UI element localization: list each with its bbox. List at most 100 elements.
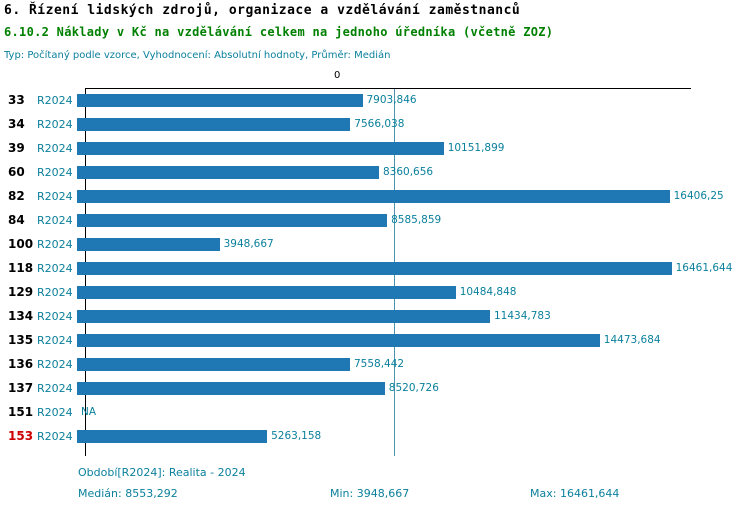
series-label: R2024 [37,141,73,155]
chart-row: 129 R2024 10484,848 [0,280,750,304]
bar-area: 7903,846 [77,88,750,112]
series-label: R2024 [37,261,73,275]
chart-row: 100 R2024 3948,667 [0,232,750,256]
value-label: 7558,442 [354,358,405,370]
value-label: NA [81,406,97,418]
bar-area: 8360,656 [77,160,750,184]
value-label: 7566,038 [354,118,405,130]
bar [77,141,444,155]
bar-area: 10484,848 [77,280,750,304]
bar [77,165,379,179]
bar [77,189,670,203]
category-label: 39 [8,141,25,155]
indicator-title: 6.10.2 Náklady v Kč na vzdělávání celkem… [4,25,554,39]
bar [77,309,490,323]
chart-rows: 33 R2024 7903,846 34 R2024 7566,038 39 R2024 101… [0,88,750,448]
series-label: R2024 [37,309,73,323]
series-label: R2024 [37,117,73,131]
category-label: 33 [8,93,25,107]
bar-area: 8585,859 [77,208,750,232]
category-label: 135 [8,333,34,347]
category-label: 151 [8,405,34,419]
category-label: 136 [8,357,34,371]
value-label: 8585,859 [391,214,442,226]
bar-area: 7566,038 [77,112,750,136]
bar [77,213,388,227]
chart-row: 84 R2024 8585,859 [0,208,750,232]
chart-row: 134 R2024 11434,783 [0,304,750,328]
value-label: 14473,684 [603,334,661,346]
series-label: R2024 [37,357,73,371]
bar-area: 14473,684 [77,328,750,352]
bar-area: NA [77,400,750,424]
bar-area: 11434,783 [77,304,750,328]
bar [77,429,268,443]
bar [77,285,456,299]
bar [77,261,672,275]
bar-chart: 33 R2024 7903,846 34 R2024 7566,038 39 R2024 101… [0,88,750,460]
report-title: 6. Řízení lidských zdrojů, organizace a … [4,3,521,18]
series-label: R2024 [37,405,73,419]
category-label: 100 [8,237,34,251]
value-label: 7903,846 [366,94,417,106]
chart-row: 135 R2024 14473,684 [0,328,750,352]
category-label: 118 [8,261,34,275]
series-label: R2024 [37,237,73,251]
value-label: 16461,644 [675,262,733,274]
bar-area: 10151,899 [77,136,750,160]
chart-row: 153 R2024 5263,158 [0,424,750,448]
category-label: 129 [8,285,34,299]
bar-area: 8520,726 [77,376,750,400]
value-label: 16406,25 [673,190,724,202]
series-label: R2024 [37,213,73,227]
bar-area: 5263,158 [77,424,750,448]
bar-area: 16461,644 [77,256,750,280]
chart-row: 118 R2024 16461,644 [0,256,750,280]
category-label: 84 [8,213,25,227]
chart-row: 34 R2024 7566,038 [0,112,750,136]
bar [77,117,351,131]
bar-area: 7558,442 [77,352,750,376]
series-label: R2024 [37,93,73,107]
min-stat: Min: 3948,667 [330,487,410,500]
bar-area: 3948,667 [77,232,750,256]
bar [77,93,363,107]
value-label: 8520,726 [388,382,439,394]
chart-row: 33 R2024 7903,846 [0,88,750,112]
chart-row: 60 R2024 8360,656 [0,160,750,184]
series-label: R2024 [37,333,73,347]
series-label: R2024 [37,285,73,299]
chart-row: 39 R2024 10151,899 [0,136,750,160]
category-label: 60 [8,165,25,179]
bar-area: 16406,25 [77,184,750,208]
value-label: 8360,656 [383,166,434,178]
category-label: 153 [8,429,34,443]
value-label: 10151,899 [447,142,505,154]
footer-stats: Medián: 8553,292 Min: 3948,667 Max: 1646… [0,487,750,503]
max-stat: Max: 16461,644 [530,487,620,500]
series-label: R2024 [37,165,73,179]
chart-row: 136 R2024 7558,442 [0,352,750,376]
value-label: 3948,667 [223,238,274,250]
category-label: 34 [8,117,25,131]
category-label: 82 [8,189,25,203]
series-label: R2024 [37,381,73,395]
value-label: 5263,158 [271,430,322,442]
bar [77,237,220,251]
axis-zero-label: 0 [334,70,341,81]
chart-subtitle: Typ: Počítaný podle vzorce, Vyhodnocení:… [4,50,391,61]
bar [77,333,600,347]
chart-row: 151 R2024 NA [0,400,750,424]
category-label: 134 [8,309,34,323]
chart-row: 82 R2024 16406,25 [0,184,750,208]
series-label: R2024 [37,429,73,443]
series-label: R2024 [37,189,73,203]
bar [77,381,385,395]
top-axis-line [85,88,691,89]
chart-row: 137 R2024 8520,726 [0,376,750,400]
value-label: 11434,783 [494,310,551,322]
category-label: 137 [8,381,34,395]
median-stat: Medián: 8553,292 [78,487,178,500]
bar [77,357,350,371]
